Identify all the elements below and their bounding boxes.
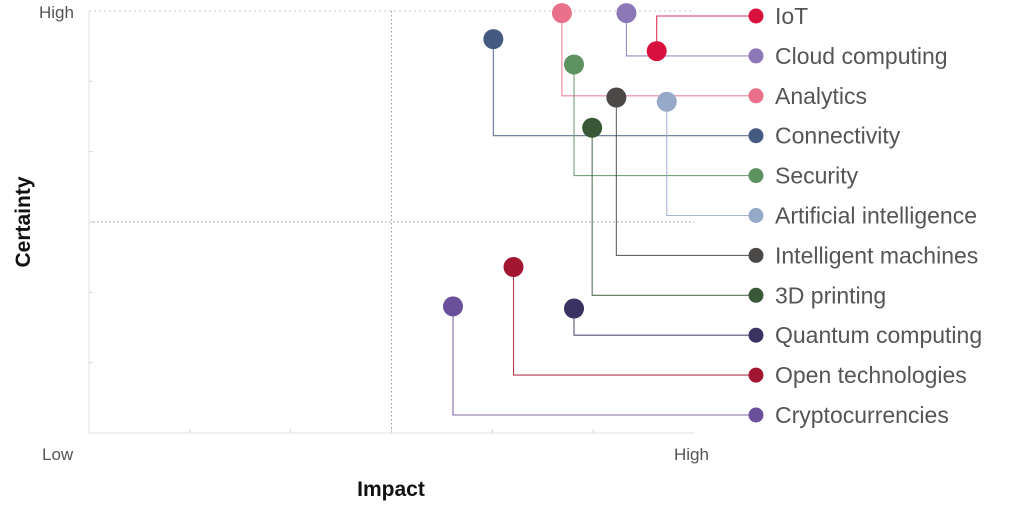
legend-marker-open-technologies — [748, 367, 764, 383]
connector-iot — [656, 15, 756, 52]
data-points — [443, 3, 677, 319]
point-iot — [646, 41, 667, 62]
legend-marker-cryptocurrencies — [748, 407, 764, 423]
legend-marker-iot — [748, 8, 764, 24]
legend-label-cryptocurrencies: Cryptocurrencies — [775, 402, 949, 428]
plot-frame — [88, 10, 694, 434]
y-tick-label-high: High — [39, 3, 74, 22]
legend-marker-connectivity — [748, 128, 764, 144]
legend-marker-artificial-intelligence — [748, 208, 764, 223]
point-intelligent-machines — [606, 87, 627, 108]
legend-label-artificial-intelligence: Artificial intelligence — [775, 203, 977, 229]
point-connectivity — [483, 29, 504, 50]
legend-connectors — [452, 13, 756, 416]
point-cryptocurrencies — [443, 296, 464, 317]
connector-cloud-computing — [625, 13, 756, 57]
legend-label-open-technologies: Open technologies — [775, 362, 967, 388]
legend-label-intelligent-machines: Intelligent machines — [775, 242, 978, 268]
point-open-technologies — [503, 257, 524, 278]
x-tick-label-low: Low — [42, 445, 74, 464]
legend-label-cloud-computing: Cloud computing — [775, 43, 948, 69]
connector-artificial-intelligence — [666, 101, 756, 217]
x-axis-title: Impact — [357, 478, 425, 501]
x-tick-label-high: High — [674, 445, 709, 464]
legend-marker-quantum-computing — [748, 327, 764, 343]
legend-label-3d-printing: 3D printing — [775, 282, 886, 308]
legend-label-iot: IoT — [775, 3, 808, 29]
connector-cryptocurrencies — [452, 306, 756, 416]
legend-label-quantum-computing: Quantum computing — [775, 322, 982, 348]
point-3d-printing — [582, 117, 603, 138]
legend-marker-intelligent-machines — [748, 247, 764, 263]
point-quantum-computing — [564, 298, 585, 319]
point-cloud-computing — [616, 3, 637, 24]
legend-label-connectivity: Connectivity — [775, 123, 901, 149]
connector-quantum-computing — [573, 308, 756, 336]
connector-analytics — [561, 13, 756, 97]
connector-security — [573, 64, 756, 177]
connector-connectivity — [492, 39, 756, 137]
legend-marker-3d-printing — [748, 287, 764, 303]
y-axis-title: Certainty — [12, 176, 35, 267]
legend-label-security: Security — [775, 163, 859, 189]
connector-intelligent-machines — [615, 97, 756, 256]
point-security — [564, 54, 585, 75]
connector-open-technologies — [512, 267, 756, 376]
legend-marker-security — [748, 168, 764, 184]
legend-marker-cloud-computing — [748, 48, 764, 64]
legend-label-analytics: Analytics — [775, 83, 867, 109]
legend-marker-analytics — [748, 88, 764, 104]
point-artificial-intelligence — [656, 91, 677, 112]
connector-3d-printing — [591, 127, 756, 296]
point-analytics — [551, 3, 572, 24]
legend: IoT Cloud computing Analytics Connectivity S… — [748, 3, 982, 428]
axis-labels: Low High High Impact Certainty — [12, 3, 709, 501]
